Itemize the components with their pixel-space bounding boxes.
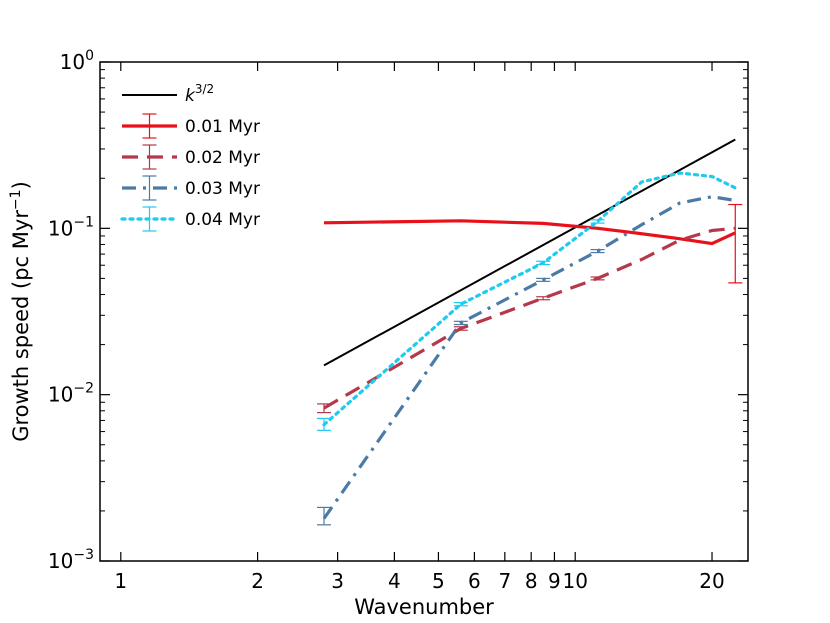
axis-tick-labels-layer: 1 2 3 4 5 6 7 8 9 10 20 10−3 10−2 10−1 100 bbox=[48, 48, 725, 593]
y-axis-label-end: ) bbox=[9, 181, 33, 189]
y-tick-label: 10−3 bbox=[48, 547, 94, 573]
y-axis-label-superscript: −1 bbox=[8, 189, 24, 210]
x-tick-label: 20 bbox=[699, 569, 724, 593]
x-tick-label: 4 bbox=[388, 569, 401, 593]
series-line-4 bbox=[322, 171, 737, 427]
y-tick-label: 100 bbox=[60, 48, 94, 74]
series-line-2 bbox=[323, 226, 736, 410]
x-tick-label: 10 bbox=[562, 569, 587, 593]
x-axis-label: Wavenumber bbox=[354, 595, 494, 619]
chart-errorbars-layer bbox=[316, 203, 743, 526]
y-tick-label: 10−2 bbox=[48, 381, 94, 407]
axis-ticks-layer bbox=[100, 61, 748, 562]
legend-label: 0.01 Myr bbox=[185, 117, 260, 137]
legend-label: 0.03 Myr bbox=[185, 179, 260, 199]
x-tick-label: 7 bbox=[498, 569, 511, 593]
legend-label: k3/2 bbox=[185, 82, 214, 106]
plot-frame bbox=[99, 61, 749, 562]
legend-label: 0.02 Myr bbox=[185, 148, 260, 168]
legend-label: 0.04 Myr bbox=[185, 210, 260, 230]
x-tick-label: 9 bbox=[548, 569, 561, 593]
chart-lines-layer bbox=[322, 138, 737, 520]
series-line-3 bbox=[322, 195, 736, 520]
x-tick-label: 1 bbox=[114, 569, 127, 593]
x-tick-label: 3 bbox=[331, 569, 344, 593]
legend: k3/2 0.01 Myr 0.02 Myr 0.03 Myr 0.04 Myr bbox=[120, 82, 260, 232]
series-line-1 bbox=[323, 219, 736, 246]
x-tick-label: 5 bbox=[432, 569, 445, 593]
x-tick-label: 8 bbox=[525, 569, 538, 593]
x-tick-label: 2 bbox=[251, 569, 264, 593]
x-tick-label: 6 bbox=[468, 569, 481, 593]
y-axis-label: Growth speed (pc Myr−1) bbox=[8, 181, 33, 442]
y-tick-label: 10−1 bbox=[48, 214, 94, 240]
y-axis-label-main: Growth speed (pc Myr bbox=[9, 210, 33, 442]
